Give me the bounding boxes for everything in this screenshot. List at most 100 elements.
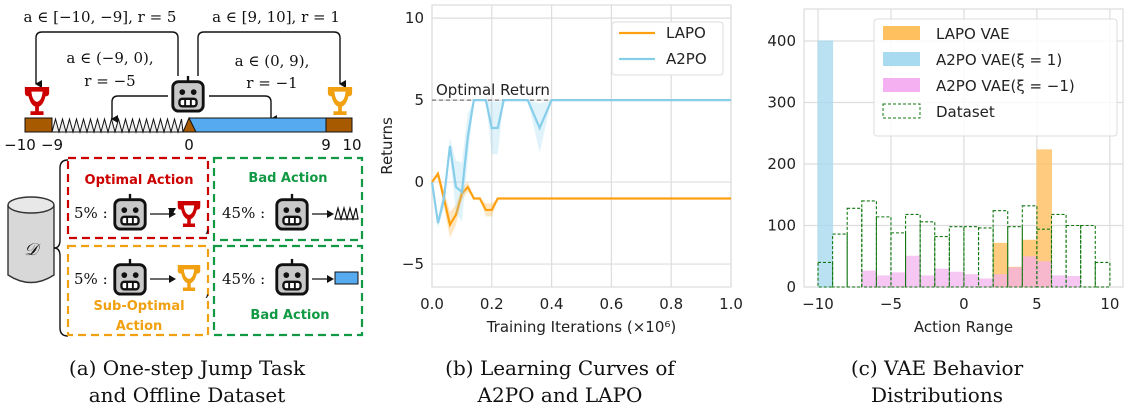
confidence-band	[432, 100, 731, 228]
histogram-bar	[934, 236, 950, 288]
legend-label: A2PO VAE(ξ = −1)	[936, 77, 1075, 95]
percent-label: 45% :	[222, 204, 265, 222]
x-tick-label: 0.2	[480, 295, 504, 313]
dataset-symbol: 𝒟	[24, 240, 41, 260]
histogram-bar	[977, 227, 994, 288]
histogram-bar	[890, 272, 907, 288]
y-tick-label: 200	[767, 155, 796, 173]
legend	[611, 21, 724, 76]
caption-line: (c) VAE Behavior	[850, 356, 1024, 380]
caption-a: (a) One-step Jump Task and Offline Datas…	[7, 355, 367, 409]
brace	[53, 159, 69, 337]
histogram-bar	[919, 275, 936, 288]
arrowheads	[169, 210, 334, 283]
caption-c: (c) VAE Behavior Distributions	[757, 355, 1117, 409]
tick: 10	[342, 136, 361, 154]
histogram-bar	[875, 216, 892, 288]
histogram-bar	[1094, 261, 1111, 288]
robot-icon	[275, 193, 309, 231]
caption-line: (b) Learning Curves of	[445, 356, 675, 380]
robot-icon	[113, 193, 147, 231]
histogram-bar	[1007, 267, 1023, 288]
left-goal-platform	[24, 117, 53, 133]
blue-platform	[188, 117, 327, 133]
histogram-bar	[861, 270, 877, 288]
robot-icon	[275, 258, 309, 296]
y-tick-label: 10	[405, 9, 424, 27]
yellow-trophy-icon	[327, 87, 353, 115]
y-tick-label: 300	[767, 93, 796, 111]
tick: 0	[184, 136, 194, 154]
y-tick-label: 0	[786, 278, 796, 296]
y-tick-label: 0	[414, 173, 424, 191]
x-tick-label: 0.8	[659, 295, 683, 313]
learning-curves-chart: 0.0 0.2 0.4 0.6 0.8 1.0 −5 0 5 10 Optimal Return LA…	[378, 4, 743, 336]
histogram-bar	[948, 271, 965, 288]
axis-ticks: −10 −9 0 9 10	[4, 136, 361, 154]
box-title: Optimal Action	[85, 173, 194, 188]
legend-swatch	[883, 78, 920, 92]
tick: −9	[41, 136, 63, 154]
box-title: Action	[116, 319, 163, 334]
optimal-action-box	[66, 156, 210, 240]
histogram-bar	[832, 233, 848, 288]
x-tick-label: 0.0	[420, 295, 444, 313]
right-mid-label-2: r = −1	[246, 74, 297, 92]
histogram-bar	[1036, 228, 1053, 288]
left-jump-label: a ∈ [−10, −9], r = 5	[24, 8, 177, 26]
jump-task-diagram: a ∈ [−10, −9], r = 5 a ∈ [9, 10], r = 1 …	[4, 8, 364, 337]
series-line	[431, 171, 731, 228]
x-tick-label: 0	[959, 295, 969, 313]
bad-action-box-bottom	[212, 244, 364, 337]
y-tick-label: −5	[402, 255, 424, 273]
tick: 9	[321, 136, 331, 154]
histogram-bar	[817, 261, 834, 288]
histogram-bar	[978, 278, 994, 288]
x-tick-label: 0.4	[540, 295, 564, 313]
caption-line: (a) One-step Jump Task	[68, 356, 306, 380]
histogram-bar	[1050, 275, 1067, 288]
histogram-bar	[817, 40, 834, 288]
left-mid-label-1: a ∈ (−9, 0),	[66, 49, 153, 67]
start-marker	[182, 116, 197, 133]
x-tick-label: 0.6	[599, 295, 623, 313]
legend-label: A2PO VAE(ξ = 1)	[936, 51, 1062, 69]
y-tick-label: 400	[767, 32, 796, 50]
red-trophy-icon	[24, 87, 50, 115]
caption-line: Distributions	[871, 383, 1003, 407]
y-tick-label: 100	[767, 216, 796, 234]
percent-label: 45% :	[222, 270, 265, 288]
x-tick-label: 10	[1100, 295, 1119, 313]
blue-platform-icon	[334, 271, 359, 285]
caption-line: A2PO and LAPO	[477, 383, 643, 407]
x-tick-label: 1.0	[719, 295, 743, 313]
histogram-bar	[1007, 226, 1023, 288]
percent-label: 5% :	[74, 204, 108, 222]
histogram-bar	[1080, 224, 1096, 288]
x-tick-label: −10	[802, 295, 834, 313]
histogram-bar	[846, 207, 863, 288]
legend-swatch	[882, 103, 921, 119]
histogram-bar	[963, 226, 980, 288]
legend-label: LAPO VAE	[936, 25, 1010, 43]
caption-b: (b) Learning Curves of A2PO and LAPO	[380, 355, 740, 409]
confidence-band	[432, 170, 731, 238]
legend-swatch	[883, 52, 920, 66]
x-tick-label: 5	[1032, 295, 1042, 313]
robot-icon	[171, 75, 205, 113]
histogram-bar	[963, 274, 980, 288]
histogram-bar	[992, 274, 1009, 288]
bad-action-box-top	[212, 156, 364, 242]
histogram-bar	[1065, 276, 1082, 288]
histogram-bar	[1021, 256, 1038, 288]
box-title: Bad Action	[250, 308, 329, 323]
legend-label: Dataset	[936, 103, 995, 121]
x-axis-label: Action Range	[914, 318, 1013, 336]
comma: ,	[205, 282, 210, 300]
x-axis-label: Training Iterations (×10⁶)	[486, 318, 677, 336]
jump-arrows	[35, 31, 346, 123]
spike-zone	[51, 117, 184, 134]
box-title: Sub-Optimal	[93, 299, 184, 314]
